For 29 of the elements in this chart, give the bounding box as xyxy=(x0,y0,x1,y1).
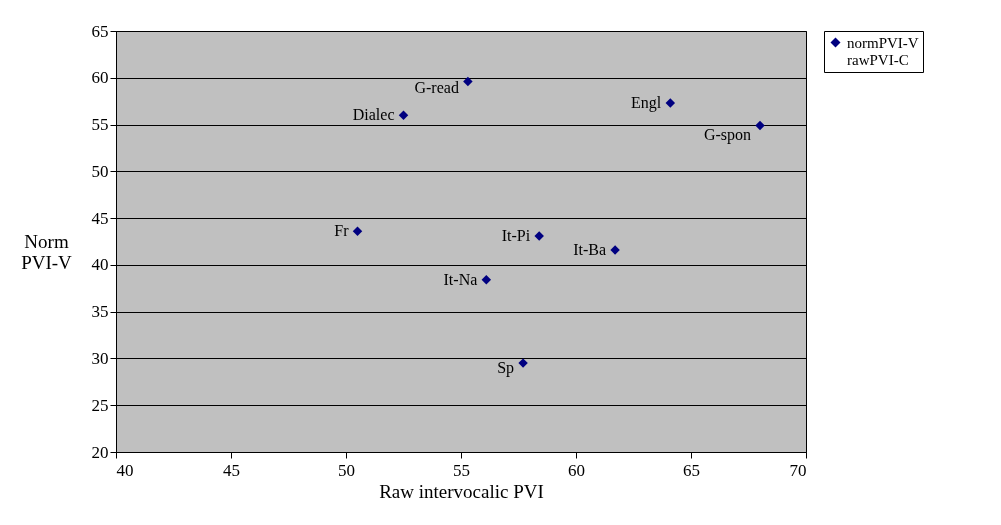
y-axis-title: Norm PVI-V xyxy=(21,231,73,273)
x-tick-label: 40 xyxy=(116,460,134,480)
y-tick-label: 20 xyxy=(91,442,109,462)
y-tick-label: 45 xyxy=(91,208,109,228)
x-axis-title: Raw intervocalic PVI xyxy=(379,480,544,502)
annotation: Engl xyxy=(631,94,662,113)
x-tick-label: 45 xyxy=(223,460,240,480)
annotation: Sp xyxy=(497,359,515,378)
y-tick-label: 40 xyxy=(91,255,109,275)
x-tick-label: 70 xyxy=(789,460,807,480)
y-tick-label: 35 xyxy=(91,302,109,322)
annotation: G-read xyxy=(414,78,459,96)
annotation: It-Ba xyxy=(573,240,607,258)
y-tick-label: 25 xyxy=(91,395,109,415)
x-tick-label: 60 xyxy=(568,460,585,480)
y-tick-label: 60 xyxy=(91,68,109,88)
annotation: Dialec xyxy=(352,105,395,123)
y-tick-label: 50 xyxy=(91,161,109,181)
x-tick-label: 50 xyxy=(338,460,355,480)
annotation: G-spon xyxy=(703,125,751,144)
y-tick-label: 65 xyxy=(91,21,109,41)
annotation: It-Pi xyxy=(501,226,531,244)
annotation: Fr xyxy=(334,222,350,240)
y-tick-label: 55 xyxy=(91,115,109,135)
y-tick-label: 30 xyxy=(91,348,109,368)
legend-label: normPVI-V rawPVI-C xyxy=(847,34,919,68)
x-tick-label: 65 xyxy=(683,460,700,480)
annotation: It-Na xyxy=(443,270,478,288)
x-tick-label: 55 xyxy=(453,460,470,480)
